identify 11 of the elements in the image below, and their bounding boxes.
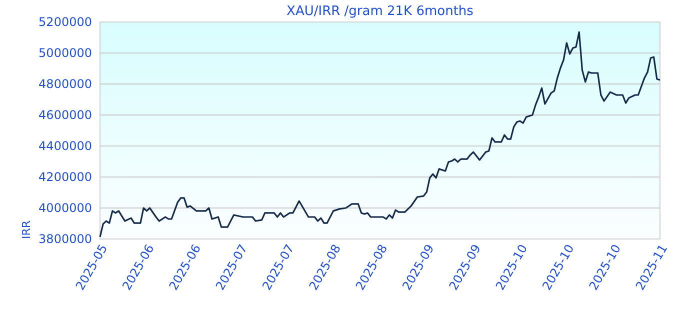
line-series	[99, 31, 661, 238]
y-tick-label: 4000000	[38, 200, 92, 215]
y-tick-label: 4600000	[38, 108, 92, 122]
y-tick-label: 4400000	[38, 138, 92, 153]
y-tick-label: 5000000	[38, 46, 92, 60]
y-tick-label: 4800000	[38, 76, 92, 91]
chart-title: XAU/IRR /gram 21K 6months	[286, 4, 474, 19]
y-axis-title: IRR	[20, 220, 33, 239]
y-tick-label: 5200000	[38, 14, 92, 29]
y-tick-label: 4200000	[38, 170, 92, 184]
y-tick-label: 3800000	[38, 232, 92, 246]
